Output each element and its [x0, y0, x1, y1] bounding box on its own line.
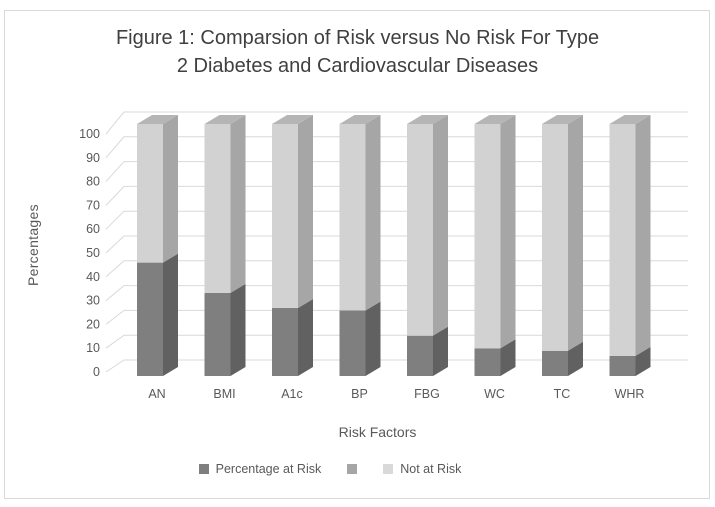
- bar-segment-at-risk-side: [163, 253, 178, 376]
- gridline: [105, 334, 688, 349]
- bar-segment-not-at-risk-front: [609, 124, 636, 356]
- gridline: [105, 359, 688, 373]
- x-axis-title: Risk Factors: [338, 424, 417, 440]
- bar-segment-not-at-risk-front: [407, 124, 433, 336]
- bar-segment-not-at-risk-side: [298, 115, 313, 308]
- bar-segment-at-risk-side: [635, 346, 651, 376]
- bar-segment-at-risk-side: [500, 339, 516, 376]
- legend-item: Percentage at Risk: [198, 462, 322, 476]
- bar-segment-not-at-risk-front: [339, 124, 366, 311]
- chart-title-line-1: Figure 1: Comparsion of Risk versus No R…: [115, 27, 600, 49]
- y-tick-label: 20: [86, 317, 100, 331]
- bar-segment-at-risk-front: [609, 355, 636, 376]
- x-category-label: BP: [351, 387, 368, 401]
- y-tick-label: 100: [79, 127, 100, 141]
- gridline: [105, 235, 688, 254]
- bar-segment-not-at-risk-top: [407, 115, 448, 124]
- bar-segment-not-at-risk-top: [609, 115, 651, 124]
- gridline: [105, 210, 688, 230]
- legend-swatch-icon: [198, 464, 209, 474]
- bar-segment-not-at-risk-side: [568, 115, 583, 351]
- bar-segment-at-risk-front: [474, 348, 501, 376]
- legend-label: Percentage at Risk: [215, 462, 322, 476]
- bar-segment-not-at-risk-side: [433, 115, 448, 336]
- x-category-label: FBG: [414, 387, 440, 401]
- legend-item-unnamed: [347, 464, 358, 474]
- bar-segment-not-at-risk-side: [230, 115, 246, 293]
- gridline: [105, 136, 688, 159]
- bar-segment-at-risk-front: [272, 307, 298, 376]
- legend-swatch-icon: [347, 464, 358, 474]
- legend: Percentage at Risk Not at Risk: [0, 459, 660, 479]
- x-category-label: TC: [554, 387, 571, 401]
- bar-segment-not-at-risk-top: [204, 115, 246, 124]
- gridline: [105, 285, 688, 301]
- plot-svg: 0 10 20 30 40 50 60 70 80 90 100 AN BMI A1c BP FBG WC TC W…: [79, 111, 688, 401]
- y-tick-label: 50: [86, 246, 100, 260]
- gridline: [105, 185, 688, 206]
- gridline: [105, 309, 688, 325]
- x-category-label: A1c: [281, 387, 303, 401]
- y-tick-label: 30: [86, 294, 100, 308]
- legend-item: Not at Risk: [383, 462, 461, 476]
- x-category-label: BMI: [213, 387, 235, 401]
- bar-segment-not-at-risk-front: [542, 124, 568, 351]
- bar-segment-not-at-risk-top: [272, 115, 313, 124]
- x-category-label: WC: [484, 387, 505, 401]
- x-category-label: AN: [148, 387, 165, 401]
- bar-segment-at-risk-front: [204, 292, 231, 376]
- chart-title: Figure 1: Comparsion of Risk versus No R…: [50, 24, 665, 80]
- figure-border: [4, 10, 710, 499]
- gridline: [105, 161, 688, 182]
- y-tick-label: 40: [86, 270, 100, 284]
- y-tick-label: 10: [86, 341, 100, 355]
- bar-segment-at-risk-side: [298, 298, 313, 376]
- y-tick-label: 70: [86, 198, 100, 212]
- bar-segment-at-risk-front: [339, 310, 366, 376]
- bar-segment-at-risk-side: [365, 301, 381, 376]
- legend-label: Not at Risk: [400, 462, 462, 476]
- bar-segment-not-at-risk-top: [339, 115, 381, 124]
- x-category-label: WHR: [615, 387, 645, 401]
- y-tick-label: 0: [93, 365, 100, 379]
- bar-segment-at-risk-side: [568, 341, 583, 376]
- gridline: [105, 111, 688, 135]
- chart-title-line-2: 2 Diabetes and Cardiovascular Diseases: [176, 55, 539, 77]
- bar-segment-not-at-risk-side: [163, 115, 178, 263]
- bar-segment-at-risk-side: [433, 326, 448, 376]
- bar-segment-not-at-risk-top: [137, 115, 178, 124]
- bar-segment-not-at-risk-side: [365, 115, 381, 311]
- gridline: [105, 260, 688, 278]
- bar-segment-not-at-risk-side: [500, 115, 516, 349]
- bar-segment-not-at-risk-front: [272, 124, 298, 308]
- bar-segment-at-risk-side: [230, 283, 246, 376]
- bar-segment-not-at-risk-front: [204, 124, 231, 293]
- y-tick-label: 60: [86, 222, 100, 236]
- y-tick-label: 80: [86, 175, 100, 189]
- bar-segment-at-risk-front: [542, 350, 568, 376]
- bar-segment-not-at-risk-side: [635, 115, 651, 356]
- y-tick-label: 90: [86, 151, 100, 165]
- bar-segment-not-at-risk-top: [474, 115, 516, 124]
- bar-segment-not-at-risk-top: [542, 115, 583, 124]
- bar-segment-at-risk-front: [137, 262, 163, 376]
- legend-swatch-icon: [383, 464, 394, 474]
- bar-segment-not-at-risk-front: [474, 124, 501, 349]
- bar-segment-at-risk-front: [407, 335, 433, 376]
- bar-segment-not-at-risk-front: [137, 124, 163, 263]
